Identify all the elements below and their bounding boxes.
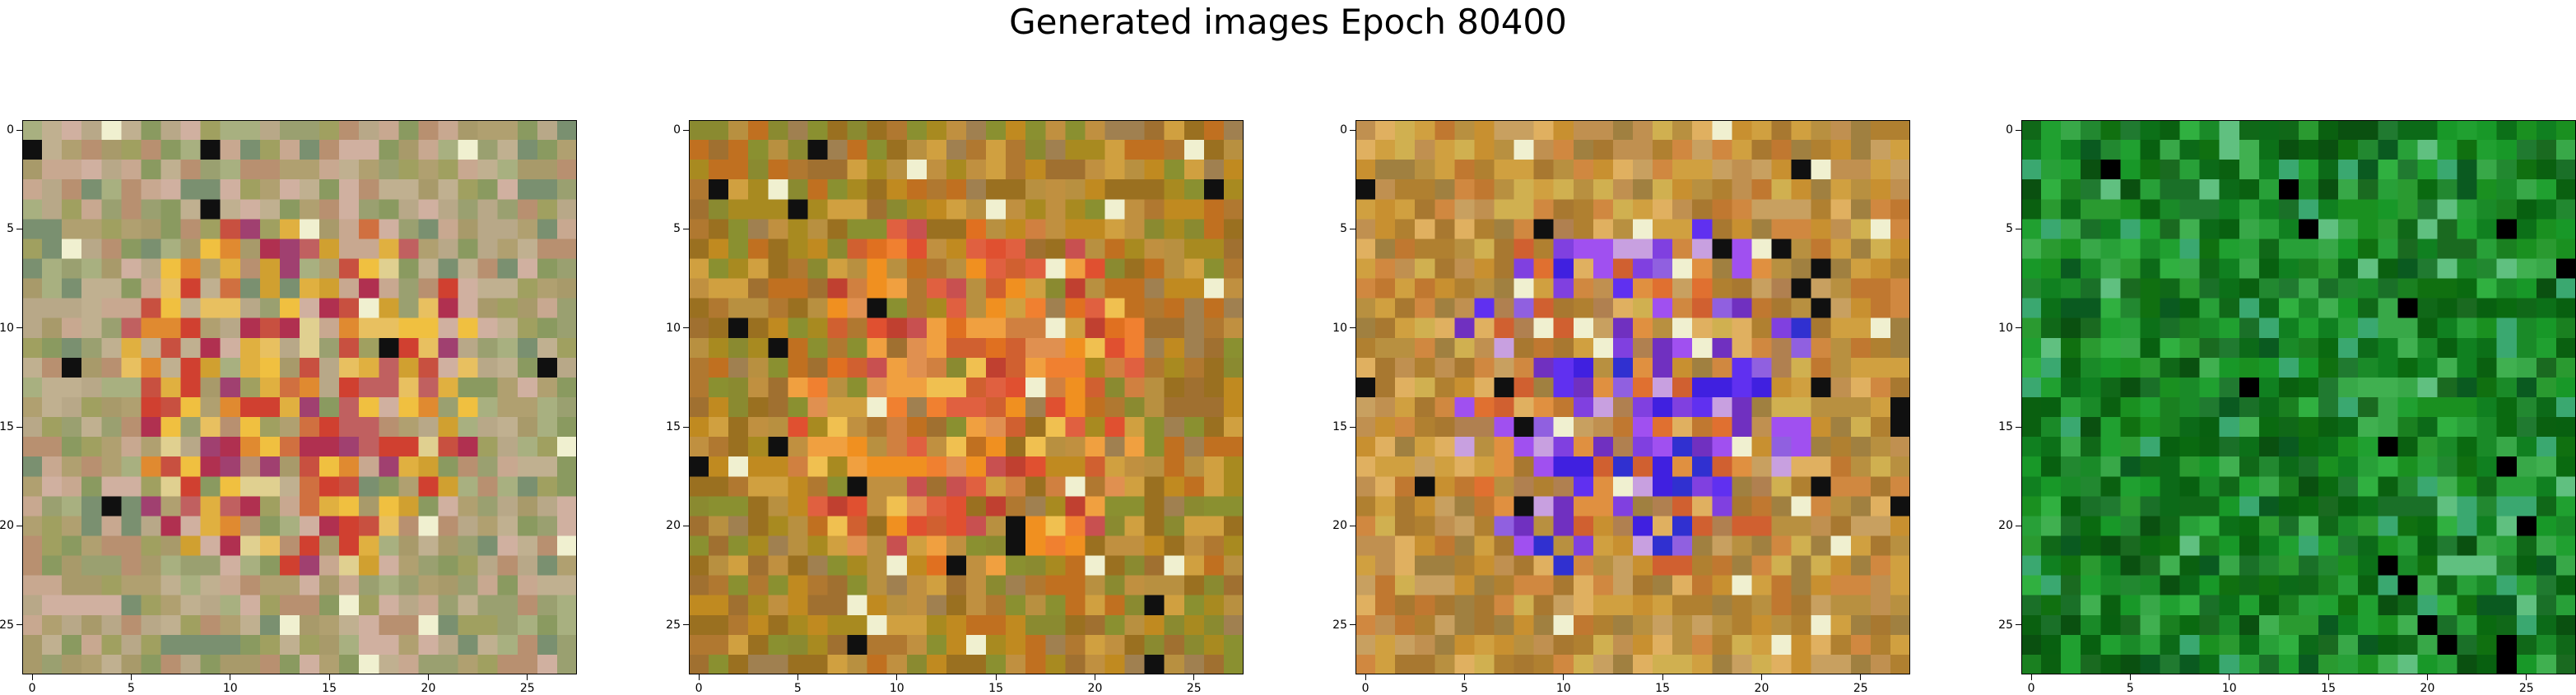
y-tick-label: 15 bbox=[0, 420, 14, 434]
x-tick-label: 15 bbox=[1655, 682, 1670, 695]
y-tick-label: 0 bbox=[673, 123, 681, 137]
y-tick-label: 20 bbox=[666, 519, 681, 533]
y-tick-mark bbox=[2016, 426, 2021, 428]
x-tick-label: 20 bbox=[1754, 682, 1769, 695]
x-tick-mark bbox=[1662, 674, 1663, 680]
y-tick-label: 25 bbox=[666, 618, 681, 632]
x-tick-label: 25 bbox=[1853, 682, 1868, 695]
x-tick-mark bbox=[328, 674, 330, 680]
y-tick-label: 5 bbox=[2006, 222, 2013, 236]
x-tick-mark bbox=[31, 674, 33, 680]
y-tick-label: 20 bbox=[0, 519, 14, 533]
y-tick-label: 5 bbox=[673, 222, 681, 236]
generated-image-4 bbox=[2021, 120, 2576, 674]
x-tick-label: 10 bbox=[889, 682, 904, 695]
y-tick-label: 5 bbox=[1340, 222, 1347, 236]
y-tick-label: 15 bbox=[666, 420, 681, 434]
y-tick-label: 10 bbox=[1332, 321, 1347, 335]
y-tick-label: 25 bbox=[0, 618, 14, 632]
x-tick-mark bbox=[1193, 674, 1195, 680]
x-tick-label: 0 bbox=[28, 682, 36, 695]
x-tick-label: 15 bbox=[322, 682, 337, 695]
x-tick-mark bbox=[130, 674, 132, 680]
generated-image-1 bbox=[22, 120, 577, 674]
x-tick-label: 5 bbox=[793, 682, 802, 695]
y-tick-label: 0 bbox=[1340, 123, 1347, 137]
y-tick-label: 15 bbox=[1332, 420, 1347, 434]
y-tick-label: 25 bbox=[1998, 618, 2013, 632]
x-tick-label: 15 bbox=[2321, 682, 2336, 695]
y-tick-label: 10 bbox=[1998, 321, 2013, 335]
x-tick-mark bbox=[995, 674, 997, 680]
x-tick-label: 5 bbox=[1460, 682, 1468, 695]
y-tick-mark bbox=[683, 624, 689, 626]
x-tick-label: 25 bbox=[1186, 682, 1202, 695]
x-tick-mark bbox=[527, 674, 528, 680]
y-tick-mark bbox=[2016, 129, 2021, 131]
y-tick-label: 10 bbox=[0, 321, 14, 335]
y-tick-label: 0 bbox=[2006, 123, 2013, 137]
y-tick-mark bbox=[683, 426, 689, 428]
generated-image-3 bbox=[1355, 120, 1910, 674]
y-tick-label: 25 bbox=[1332, 618, 1347, 632]
x-tick-mark bbox=[2526, 674, 2527, 680]
x-tick-mark bbox=[698, 674, 700, 680]
y-tick-label: 20 bbox=[1998, 519, 2013, 533]
x-tick-label: 5 bbox=[127, 682, 135, 695]
x-tick-label: 25 bbox=[519, 682, 535, 695]
image-panel-2: 0 0 5 5 10 10 15 15 20 20 25 25 bbox=[666, 120, 1244, 695]
y-tick-mark bbox=[683, 129, 689, 131]
y-tick-label: 0 bbox=[7, 123, 14, 137]
y-tick-label: 10 bbox=[666, 321, 681, 335]
x-tick-label: 20 bbox=[1087, 682, 1103, 695]
x-tick-label: 0 bbox=[2027, 682, 2035, 695]
image-panel-3: 0 0 5 5 10 10 15 15 20 20 25 25 bbox=[1332, 120, 1910, 695]
x-tick-label: 10 bbox=[2221, 682, 2237, 695]
x-tick-mark bbox=[2030, 674, 2032, 680]
x-tick-mark bbox=[896, 674, 898, 680]
x-tick-label: 10 bbox=[1555, 682, 1571, 695]
y-tick-mark bbox=[1350, 129, 1355, 131]
y-tick-mark bbox=[16, 327, 22, 329]
x-tick-mark bbox=[1760, 674, 1762, 680]
y-tick-label: 15 bbox=[1998, 420, 2013, 434]
y-tick-mark bbox=[683, 327, 689, 329]
y-tick-mark bbox=[16, 426, 22, 428]
x-tick-label: 5 bbox=[2126, 682, 2134, 695]
x-tick-mark bbox=[1463, 674, 1465, 680]
x-tick-label: 20 bbox=[2420, 682, 2435, 695]
y-tick-label: 20 bbox=[1332, 519, 1347, 533]
image-panel-1: 0 0 5 5 10 10 15 15 20 20 25 25 bbox=[0, 120, 577, 695]
y-tick-mark bbox=[16, 624, 22, 626]
x-tick-mark bbox=[1365, 674, 1366, 680]
y-tick-mark bbox=[2016, 624, 2021, 626]
x-tick-mark bbox=[1563, 674, 1565, 680]
x-tick-mark bbox=[2129, 674, 2131, 680]
x-tick-mark bbox=[797, 674, 798, 680]
y-tick-mark bbox=[16, 129, 22, 131]
generated-image-2 bbox=[689, 120, 1244, 674]
x-tick-mark bbox=[427, 674, 429, 680]
x-tick-mark bbox=[2229, 674, 2230, 680]
y-tick-mark bbox=[1350, 426, 1355, 428]
y-tick-mark bbox=[1350, 624, 1355, 626]
figure-title: Generated images Epoch 80400 bbox=[1009, 2, 1567, 42]
x-tick-mark bbox=[2426, 674, 2428, 680]
x-tick-label: 20 bbox=[421, 682, 436, 695]
y-tick-mark bbox=[1350, 327, 1355, 329]
x-tick-mark bbox=[2327, 674, 2329, 680]
x-tick-label: 0 bbox=[1361, 682, 1369, 695]
x-tick-label: 0 bbox=[695, 682, 703, 695]
x-tick-label: 10 bbox=[222, 682, 238, 695]
x-tick-label: 15 bbox=[988, 682, 1003, 695]
image-panel-4: 0 0 5 5 10 10 15 15 20 20 25 25 bbox=[1998, 120, 2576, 695]
x-tick-label: 25 bbox=[2518, 682, 2534, 695]
y-tick-label: 5 bbox=[7, 222, 14, 236]
y-tick-mark bbox=[2016, 327, 2021, 329]
x-tick-mark bbox=[1860, 674, 1862, 680]
